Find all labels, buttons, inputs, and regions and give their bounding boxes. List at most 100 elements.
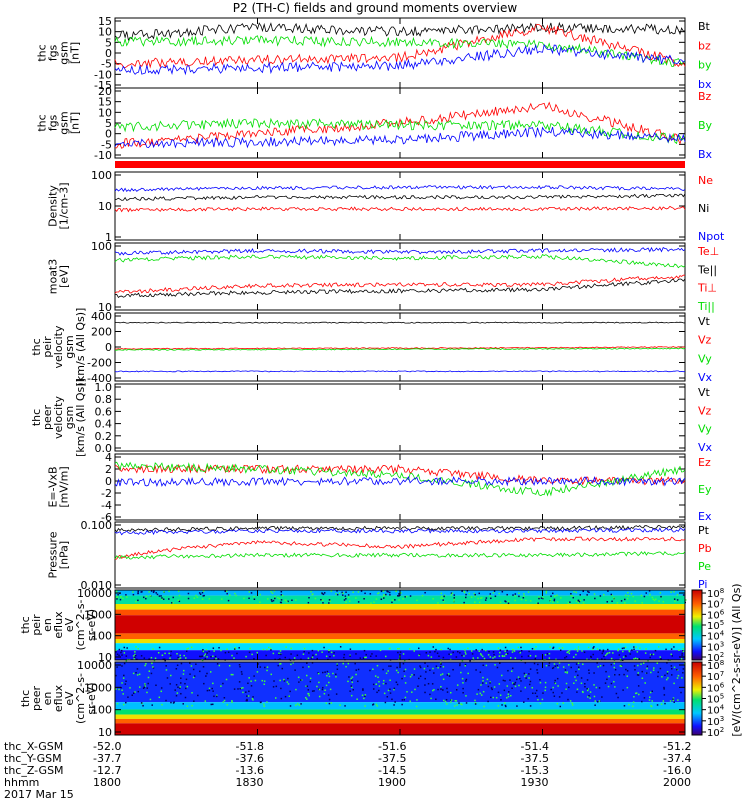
spectrogram-pixel [192, 676, 195, 679]
spectrogram-pixel [308, 652, 310, 654]
spectrogram-pixel [571, 595, 574, 597]
spectrogram-pixel [677, 674, 680, 677]
spectrogram-pixel [309, 677, 312, 680]
spectrogram-pixel [556, 703, 559, 705]
spectrogram-pixel [610, 663, 613, 666]
spectrogram-pixel [477, 688, 480, 691]
spectrogram-pixel [365, 656, 367, 659]
spectrogram-pixel [213, 650, 215, 652]
spectrogram-pixel [604, 658, 606, 661]
spectrogram-pixel [387, 689, 390, 692]
spectrogram-pixel [682, 648, 684, 650]
spectrogram-pixel [463, 601, 465, 604]
spectrogram-pixel [375, 598, 378, 600]
spectrogram-pixel [266, 669, 268, 672]
spectrogram-pixel [596, 662, 598, 664]
y-tick-label: 100 [91, 240, 112, 253]
spectrogram-pixel [142, 596, 145, 599]
spectrogram-pixel [512, 594, 514, 596]
spectrogram-pixel [284, 656, 287, 659]
spectrogram-pixel [134, 651, 136, 653]
spectrogram-pixel [538, 596, 540, 598]
spectrogram-pixel [622, 656, 625, 658]
spectrogram-pixel [649, 593, 651, 596]
spectrogram-pixel [328, 675, 331, 678]
spectrogram-pixel [465, 653, 467, 655]
spectrogram-pixel [643, 595, 646, 598]
spectrogram-pixel [210, 703, 213, 706]
spectrogram-pixel [463, 591, 466, 594]
spectrogram-pixel [488, 650, 490, 653]
spectrogram-pixel [552, 601, 554, 603]
spectrogram-pixel [507, 600, 510, 603]
spectrogram-pixel [453, 598, 456, 600]
spectrogram-pixel [627, 591, 629, 594]
spectrogram-pixel [551, 592, 554, 595]
spectrogram-pixel [588, 672, 590, 674]
spectrogram-pixel [673, 590, 675, 593]
spectrogram-pixel [523, 701, 525, 703]
spectrogram-pixel [624, 602, 626, 604]
spectrogram-pixel [528, 683, 531, 686]
spectrogram-pixel [186, 685, 189, 688]
spectrogram-pixel [632, 595, 634, 598]
y-axis-label: velocity [52, 325, 65, 368]
spectrogram-pixel [659, 592, 662, 594]
spectrogram-pixel [318, 695, 321, 698]
spectrogram-pixel [660, 595, 662, 598]
legend-label: Pe [698, 560, 711, 573]
spectrogram-pixel [171, 602, 173, 604]
y-tick-label: -5 [101, 58, 112, 71]
spectrogram-pixel [115, 688, 117, 690]
spectrogram-pixel [626, 686, 629, 689]
spectrogram-pixel [377, 676, 379, 679]
spectrogram-pixel [295, 599, 297, 601]
spectrogram-pixel [455, 656, 458, 658]
spectrogram-pixel [529, 654, 532, 657]
spectrogram-pixel [391, 599, 394, 601]
spectrogram-pixel [552, 691, 554, 694]
spectrogram-pixel [216, 694, 218, 697]
spectrogram-pixel [658, 600, 660, 602]
y-axis-label: E=-VxB [47, 466, 60, 507]
spectrogram-pixel [636, 651, 639, 653]
spectrogram-pixel [465, 702, 468, 704]
spectrogram-pixel [642, 691, 644, 693]
footer-value: 1930 [520, 776, 549, 789]
spectrogram-pixel [238, 663, 241, 666]
spectrogram-pixel [228, 665, 231, 667]
spectrogram-pixel [594, 704, 596, 706]
spectrogram-pixel [274, 597, 276, 600]
spectrogram-pixel [646, 667, 648, 670]
y-axis-label: thc [36, 114, 49, 131]
spectrogram-pixel [328, 649, 330, 651]
spectrogram-pixel [351, 679, 353, 681]
spectrogram-pixel [388, 591, 391, 594]
spectrogram-pixel [330, 651, 333, 654]
spectrogram-pixel [382, 590, 385, 592]
spectrogram-pixel [502, 679, 505, 682]
spectrogram-pixel [425, 652, 428, 654]
spectrogram-pixel [311, 649, 314, 652]
spectrogram-pixel [450, 653, 452, 656]
spectrogram-pixel [179, 654, 181, 657]
spectrogram-pixel [247, 695, 250, 697]
spectrogram-pixel [120, 686, 122, 689]
spectrogram-pixel [193, 597, 196, 599]
colorbar-scale [691, 589, 703, 661]
spectrogram-pixel [115, 674, 117, 677]
spectrogram-pixel [638, 658, 640, 660]
spectrogram-pixel [359, 657, 362, 659]
spectrogram-pixel [124, 683, 127, 685]
spectrogram-pixel [125, 594, 127, 596]
spectrogram-pixel [347, 680, 349, 683]
footer-value: -37.6 [235, 752, 264, 765]
spectrogram-pixel [372, 683, 375, 686]
spectrogram-pixel [212, 682, 214, 685]
spectrogram-pixel [234, 647, 237, 649]
spectrogram-pixel [477, 597, 479, 600]
spectrogram-pixel [145, 595, 148, 597]
spectrogram-pixel [247, 682, 249, 685]
spectrogram-pixel [269, 647, 272, 650]
